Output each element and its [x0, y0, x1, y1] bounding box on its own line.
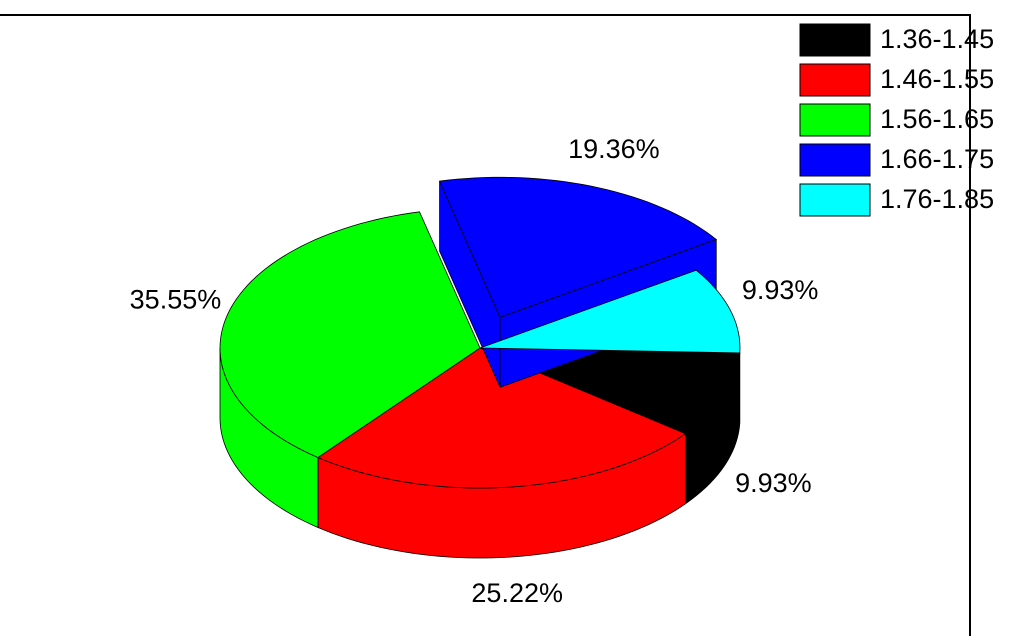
slice-top: [219, 211, 481, 458]
legend-label: 1.76-1.85: [880, 184, 994, 214]
value-label: 35.55%: [130, 285, 222, 315]
legend-swatch: [799, 63, 871, 97]
legend-swatch: [799, 183, 871, 217]
value-label: 9.93%: [742, 275, 819, 305]
legend-swatch: [799, 143, 871, 177]
legend-swatch: [799, 23, 871, 57]
legend-label: 1.56-1.65: [880, 104, 994, 134]
slice-top: [317, 347, 687, 489]
pie-slice: [219, 211, 481, 529]
legend-label: 1.46-1.55: [880, 64, 994, 94]
slice-top: [438, 176, 718, 318]
pie-slice: [317, 347, 687, 559]
value-label: 25.22%: [471, 578, 563, 608]
slice-top: [479, 269, 741, 354]
value-label: 19.36%: [568, 134, 660, 164]
legend-label: 1.36-1.45: [880, 24, 994, 54]
value-label: 9.93%: [735, 468, 812, 498]
legend-swatch: [799, 103, 871, 137]
legend-label: 1.66-1.75: [880, 144, 994, 174]
pie-slice: [479, 269, 741, 354]
